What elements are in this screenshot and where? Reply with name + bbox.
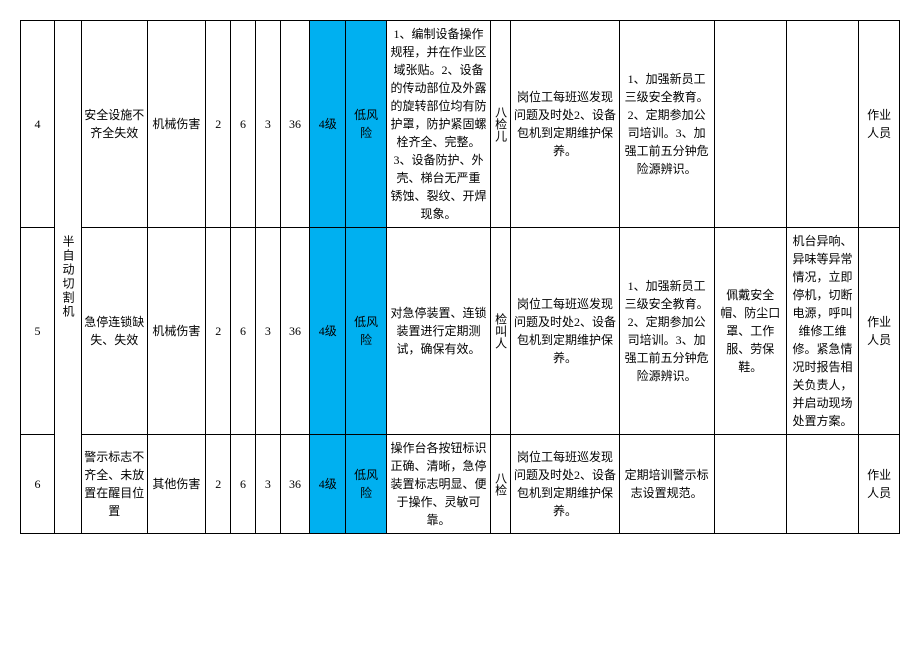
cell	[714, 21, 786, 228]
cell: 安全设施不齐全失效	[82, 21, 148, 228]
table-row: 6警示标志不齐全、未放置在醒目位置其他伤害263364级低风险操作台各按钮标识正…	[21, 435, 900, 534]
cell: 机械伤害	[147, 21, 206, 228]
cell: 4	[21, 21, 55, 228]
cell: 急停连锁缺失、失效	[82, 228, 148, 435]
table-row: 4半自动切割机安全设施不齐全失效机械伤害263364级低风险1、编制设备操作规程…	[21, 21, 900, 228]
equipment-name: 半自动切割机	[54, 21, 81, 534]
cell: 3	[255, 21, 280, 228]
cell: 八检儿	[490, 21, 510, 228]
cell: 6	[231, 228, 256, 435]
cell: 机台异响、异味等异常情况，立即停机，切断电源，呼叫维修工维修。紧急情况时报告相关…	[786, 228, 858, 435]
cell: 6	[231, 21, 256, 228]
cell: 作业人员	[859, 228, 900, 435]
cell: 其他伤害	[147, 435, 206, 534]
cell	[714, 435, 786, 534]
cell: 2	[206, 21, 231, 228]
cell: 低风险	[346, 21, 387, 228]
cell: 对急停装置、连锁装置进行定期测试，确保有效。	[386, 228, 490, 435]
cell: 定期培训警示标志设置规范。	[619, 435, 714, 534]
cell: 6	[21, 435, 55, 534]
cell: 4级	[310, 228, 346, 435]
cell: 岗位工每班巡发现问题及时处2、设备包机到定期维护保养。	[511, 21, 619, 228]
cell: 低风险	[346, 228, 387, 435]
cell: 6	[231, 435, 256, 534]
cell: 佩戴安全帽、防尘口罩、工作服、劳保鞋。	[714, 228, 786, 435]
cell: 1、加强新员工三级安全教育。2、定期参加公司培训。3、加强工前五分钟危险源辨识。	[619, 228, 714, 435]
cell: 36	[280, 21, 309, 228]
cell: 36	[280, 435, 309, 534]
cell: 1、加强新员工三级安全教育。2、定期参加公司培训。3、加强工前五分钟危险源辨识。	[619, 21, 714, 228]
cell: 1、编制设备操作规程，并在作业区域张贴。2、设备的传动部位及外露的旋转部位均有防…	[386, 21, 490, 228]
cell: 4级	[310, 21, 346, 228]
cell: 4级	[310, 435, 346, 534]
cell: 3	[255, 228, 280, 435]
cell: 机械伤害	[147, 228, 206, 435]
cell: 八检	[490, 435, 510, 534]
cell: 岗位工每班巡发现问题及时处2、设备包机到定期维护保养。	[511, 435, 619, 534]
cell: 2	[206, 435, 231, 534]
cell: 3	[255, 435, 280, 534]
cell: 作业人员	[859, 435, 900, 534]
cell	[786, 21, 858, 228]
cell: 警示标志不齐全、未放置在醒目位置	[82, 435, 148, 534]
risk-table: 4半自动切割机安全设施不齐全失效机械伤害263364级低风险1、编制设备操作规程…	[20, 20, 900, 534]
cell: 36	[280, 228, 309, 435]
cell: 作业人员	[859, 21, 900, 228]
cell: 低风险	[346, 435, 387, 534]
cell: 5	[21, 228, 55, 435]
table-row: 5 急停连锁缺失、失效机械伤害263364级低风险对急停装置、连锁装置进行定期测试…	[21, 228, 900, 435]
cell: 岗位工每班巡发现问题及时处2、设备包机到定期维护保养。	[511, 228, 619, 435]
cell: 检叫人	[490, 228, 510, 435]
cell: 操作台各按钮标识正确、清晰，急停装置标志明显、便于操作、灵敏可靠。	[386, 435, 490, 534]
cell: 2	[206, 228, 231, 435]
cell	[786, 435, 858, 534]
